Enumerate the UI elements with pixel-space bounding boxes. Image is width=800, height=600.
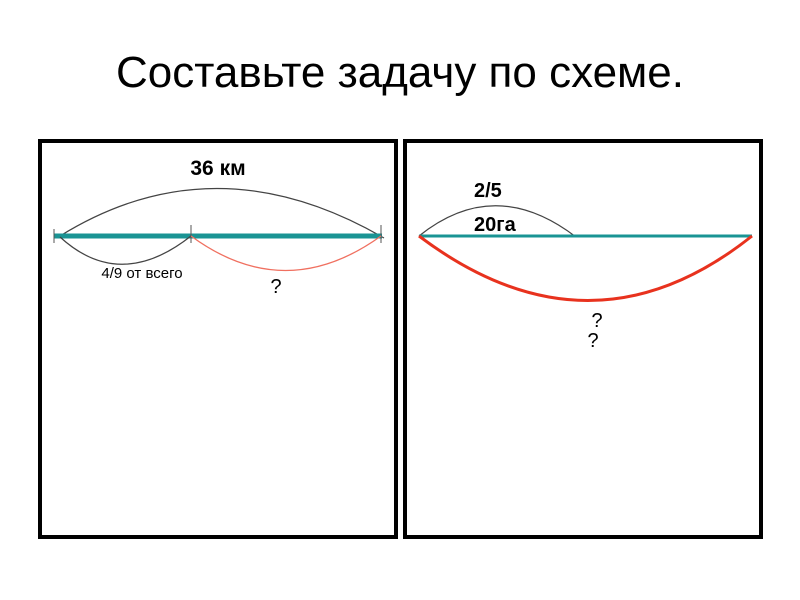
part-value-label: 20га <box>474 214 517 236</box>
part-arc <box>418 205 577 238</box>
part-arc <box>59 235 192 265</box>
right-frame <box>403 139 763 539</box>
total-arc <box>59 187 385 239</box>
unknown-label: ? <box>270 276 281 298</box>
slide-title: Составьте задачу по схеме. <box>115 48 684 97</box>
left-frame <box>38 139 398 539</box>
unknown-arc <box>190 235 382 271</box>
unknown-label-1: ? <box>591 310 602 332</box>
unknown-arc <box>418 234 753 302</box>
fraction-label: 2/5 <box>474 180 502 202</box>
right-scheme: 2/5 20га ? ? <box>403 139 763 539</box>
unknown-label-2: ? <box>587 330 598 352</box>
left-scheme: 36 км 4/9 от всего ? <box>38 139 398 539</box>
part-label: 4/9 от всего <box>101 265 182 282</box>
total-label: 36 км <box>190 157 245 180</box>
